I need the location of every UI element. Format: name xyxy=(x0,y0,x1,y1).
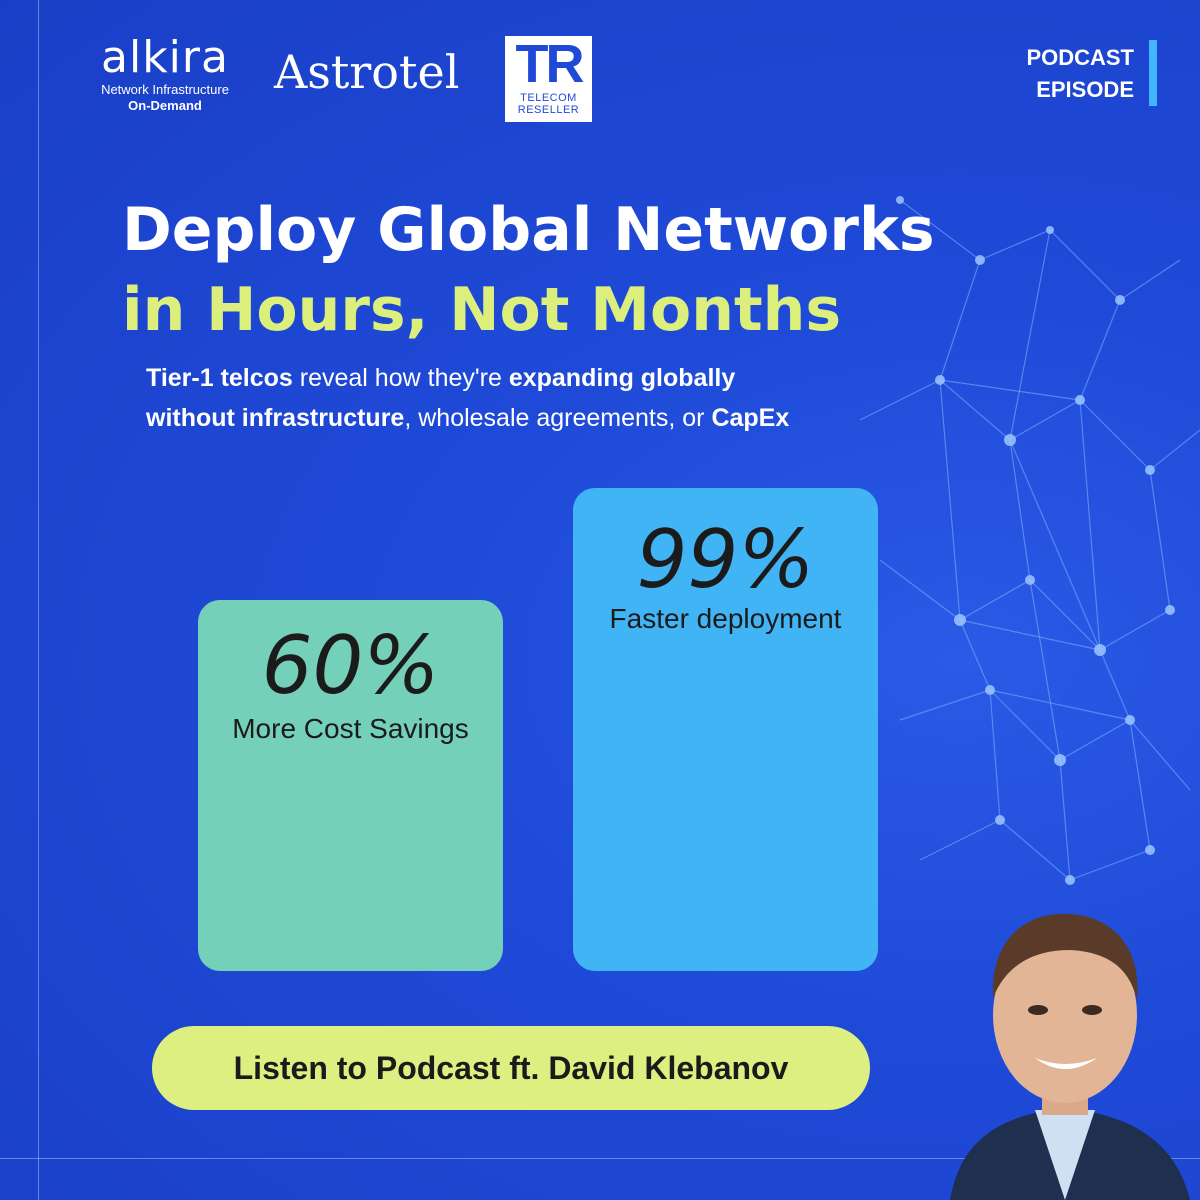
subhead-bold-tier1: Tier-1 telcos xyxy=(146,364,293,392)
tr-logo-line-1: TELECOM xyxy=(520,92,577,104)
subhead-bold-without-infrastructure: without infrastructure xyxy=(146,404,405,432)
telecom-reseller-logo: TR TELECOM RESELLER xyxy=(505,36,592,122)
subhead-text-wholesale: , wholesale agreements, or xyxy=(404,404,712,432)
listen-to-podcast-button[interactable]: Listen to Podcast ft. David Klebanov xyxy=(152,1026,870,1110)
podcast-tag-line-2: EPISODE xyxy=(1036,77,1134,102)
alkira-tagline-line-1: Network Infrastructure xyxy=(101,82,229,97)
stat-value: 99% xyxy=(636,513,815,606)
alkira-logo: alkira Network Infrastructure On-Demand xyxy=(90,34,240,114)
astrotel-logo: Astrotel xyxy=(274,45,460,99)
subhead-bold-expanding: expanding globally xyxy=(508,364,736,392)
subheadline: Tier-1 telcos reveal how they're expandi… xyxy=(146,358,789,438)
alkira-wordmark: alkira xyxy=(101,32,229,83)
frame-line-horizontal xyxy=(0,1158,1200,1159)
stat-card-faster-deployment: 99% Faster deployment xyxy=(573,488,878,971)
subhead-text-reveal: reveal how they're xyxy=(292,364,509,392)
stat-value: 60% xyxy=(261,619,440,712)
podcast-tag-accent-bar xyxy=(1149,40,1157,106)
podcast-tag-line-1: PODCAST xyxy=(1026,45,1134,70)
headline-line-1: Deploy Global Networks xyxy=(122,195,935,265)
stat-label: More Cost Savings xyxy=(232,713,469,744)
alkira-tagline-line-2: On-Demand xyxy=(128,98,202,113)
subhead-bold-capex: CapEx xyxy=(711,404,790,432)
frame-line-vertical xyxy=(38,0,39,1200)
headline-line-2: in Hours, Not Months xyxy=(122,275,842,345)
tr-logo-mark: TR xyxy=(515,34,585,94)
tr-logo-line-2: RESELLER xyxy=(517,104,580,116)
podcast-episode-tag: PODCAST EPISODE xyxy=(1026,42,1134,106)
stat-card-cost-savings: 60% More Cost Savings xyxy=(198,600,503,971)
speaker-portrait xyxy=(950,913,1190,1200)
stat-label: Faster deployment xyxy=(609,603,842,634)
